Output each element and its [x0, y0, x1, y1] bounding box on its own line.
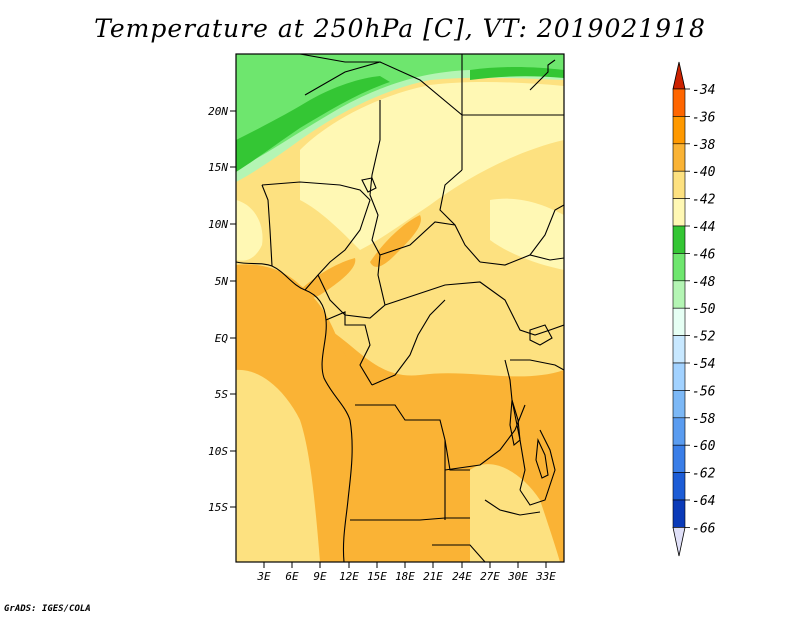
- border-niger: [304, 61, 463, 170]
- border-benin: [261, 184, 273, 267]
- lon-label: 9E: [313, 570, 327, 583]
- lat-label: 5N: [215, 275, 229, 288]
- map-title: Temperature at 250hPa [C], VT: 201902191…: [94, 14, 706, 43]
- coastline-west: [236, 261, 353, 562]
- border-car-south: [384, 281, 516, 321]
- colorbar-label: -46: [692, 247, 716, 262]
- colorbar-swatch: [672, 472, 686, 501]
- lon-label: 12E: [339, 570, 359, 583]
- colorbar-swatch: [672, 417, 686, 446]
- colorbar-swatch: [672, 362, 686, 391]
- border-zimbabwe: [484, 499, 541, 516]
- lat-label: 15N: [208, 161, 228, 174]
- borders: [236, 54, 564, 562]
- lon-label: 30E: [507, 570, 528, 583]
- coast-libya: [236, 54, 380, 63]
- field-pale-east: [490, 198, 564, 270]
- lat-label: 20N: [208, 105, 228, 118]
- colorbar-label: -58: [692, 412, 716, 427]
- field-pale-north: [300, 82, 564, 250]
- lon-label: 15E: [367, 570, 387, 583]
- colorbar-swatch: [672, 143, 686, 172]
- border-chad-east: [439, 169, 481, 263]
- colorbar-label: -66: [692, 521, 716, 536]
- grads-credit: GrADS: IGES/COLA: [4, 604, 91, 614]
- colorbar: -34 -36 -38 -40 -42 -44 -46 -48 -50 -52 …: [672, 61, 716, 557]
- colorbar-label: -48: [692, 275, 716, 290]
- lon-label: 33E: [535, 570, 556, 583]
- colorbar-top-triangle: [672, 61, 686, 90]
- colorbar-swatch: [672, 253, 686, 282]
- map-frame: [235, 53, 565, 563]
- lon-label: 21E: [423, 570, 443, 583]
- colorbar-ticks: [685, 88, 690, 528]
- field-pocket-sw: [236, 369, 320, 562]
- temperature-field: [236, 54, 564, 562]
- lon-label: 24E: [452, 570, 472, 583]
- colorbar-swatch: [672, 116, 686, 145]
- colorbar-swatch: [672, 225, 686, 254]
- colorbar-label: -52: [692, 330, 716, 345]
- lat-label: EQ: [215, 332, 229, 345]
- colorbar-label: -34: [692, 83, 715, 98]
- lat-label: 5S: [215, 388, 229, 401]
- colorbar-swatch: [672, 499, 686, 528]
- field-pale-west: [236, 200, 263, 261]
- colorbar-label: -36: [692, 110, 716, 125]
- border-drc-angola: [355, 404, 470, 471]
- lat-label: 10N: [208, 218, 228, 231]
- colorbar-swatch: [672, 307, 686, 336]
- border-car-north: [379, 221, 456, 256]
- colorbar-label: -40: [692, 165, 716, 180]
- colorbar-swatch: [672, 444, 686, 473]
- border-drc-west: [371, 299, 446, 386]
- colorbar-swatch: [672, 280, 686, 309]
- colorbar-swatch: [672, 170, 686, 199]
- colorbar-swatch: [672, 390, 686, 419]
- colorbar-swatch: [672, 198, 686, 227]
- border-namibia-bots: [432, 544, 486, 562]
- colorbar-swatch: [672, 88, 686, 117]
- colorbar-label: -56: [692, 384, 716, 399]
- lake-tanganyika: [509, 399, 521, 447]
- lat-label: 15S: [208, 501, 228, 514]
- lon-label: 6E: [285, 570, 299, 583]
- colorbar-label: -38: [692, 138, 716, 153]
- lon-label: 18E: [395, 570, 415, 583]
- border-tanzania: [510, 359, 564, 371]
- border-angola-south: [350, 517, 470, 521]
- border-uganda: [514, 319, 564, 336]
- lat-axis: 20N 15N 10N 5N EQ 5S 10S 15S: [208, 105, 236, 514]
- border-great-lakes: [504, 359, 526, 491]
- colorbar-label: -62: [692, 467, 716, 482]
- colorbar-label: -54: [692, 357, 715, 372]
- border-chad-west: [369, 100, 386, 306]
- border-nigeria: [261, 181, 371, 291]
- border-gabon-congo: [325, 311, 373, 386]
- field-green-dark-band: [236, 76, 390, 172]
- lake-victoria: [529, 324, 553, 346]
- colorbar-label: -44: [692, 220, 715, 235]
- lon-label: 3E: [256, 570, 271, 583]
- colorbar-label: -50: [692, 302, 716, 317]
- coast-east-top: [529, 59, 556, 91]
- field-green-mid: [236, 54, 470, 170]
- lake-chad: [361, 177, 377, 193]
- colorbar-label: -64: [692, 494, 715, 509]
- field-pocket-se: [470, 464, 560, 562]
- border-mozambique: [519, 429, 556, 506]
- colorbar-label: -42: [692, 193, 716, 208]
- field-green-top-right-light: [470, 54, 564, 70]
- lake-malawi: [535, 437, 549, 479]
- border-ethiopia: [529, 204, 564, 256]
- field-warm-streak-2: [300, 258, 356, 299]
- lat-label: 10S: [208, 445, 228, 458]
- colorbar-bottom-triangle: [672, 527, 686, 557]
- lon-label: 27E: [480, 570, 500, 583]
- colorbar-label: -60: [692, 439, 716, 454]
- colorbar-swatch: [672, 335, 686, 364]
- lon-axis: 3E 6E 9E 12E 15E 18E 21E 24E 27E 30E 33E: [256, 562, 556, 583]
